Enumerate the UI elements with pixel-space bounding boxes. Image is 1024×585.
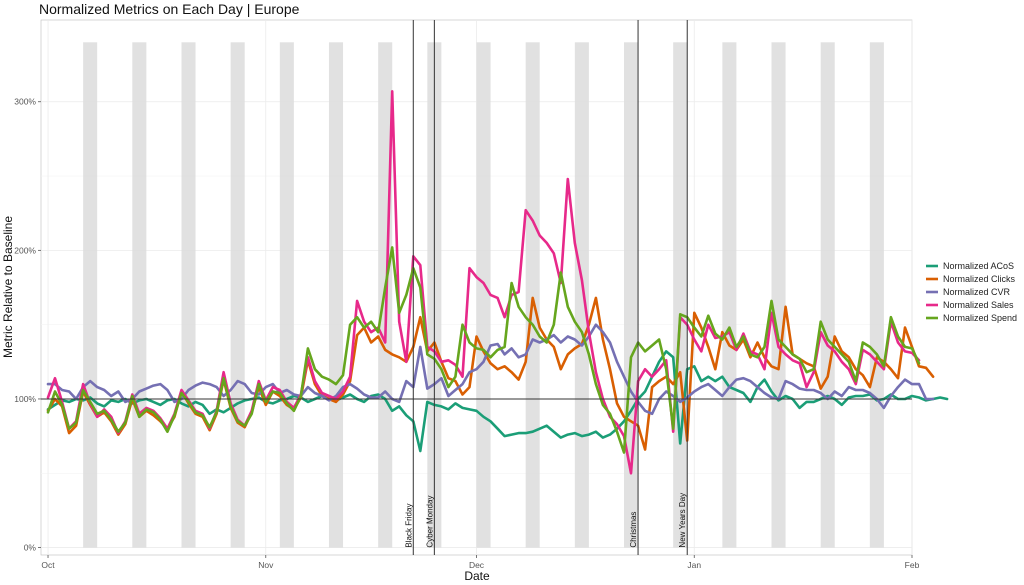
event-label: Black Friday: [404, 504, 413, 548]
event-label: New Years Day: [678, 493, 687, 548]
weekend-band: [673, 42, 688, 548]
series-line-normalized-clicks: [46, 296, 935, 451]
x-tick-label: Feb: [905, 560, 920, 570]
x-tick-label: Dec: [469, 560, 485, 570]
y-axis-label: Metric Relative to Baseline: [1, 216, 15, 358]
weekend-band: [476, 42, 491, 548]
event-label: Christmas: [629, 512, 638, 548]
weekend-band: [230, 42, 245, 548]
legend: Normalized ACoS Normalized Clicks Normaliz…: [926, 261, 1017, 323]
y-tick-label: 200%: [14, 245, 36, 255]
x-axis-ticks: Oct Nov Dec Jan Feb: [41, 555, 920, 570]
x-tick-label: Oct: [41, 560, 55, 570]
weekend-band: [722, 42, 737, 548]
series-lines: [46, 90, 949, 475]
x-axis-label: Date: [464, 569, 490, 583]
weekend-band: [820, 42, 835, 548]
weekend-band: [132, 42, 147, 548]
legend-label: Normalized Clicks: [943, 274, 1016, 284]
weekend-band: [279, 42, 294, 548]
series-line-normalized-cvr: [46, 323, 935, 416]
y-axis-ticks: 0% 100% 200% 300%: [14, 97, 41, 553]
weekend-band: [574, 42, 589, 548]
weekend-band: [869, 42, 884, 548]
x-tick-label: Jan: [687, 560, 701, 570]
event-label: Cyber Monday: [425, 496, 434, 548]
chart-title: Normalized Metrics on Each Day | Europe: [39, 1, 300, 17]
weekend-band: [83, 42, 98, 548]
weekend-band: [525, 42, 540, 548]
legend-label: Normalized CVR: [943, 287, 1011, 297]
legend-label: Normalized Spend: [943, 313, 1017, 323]
weekend-band: [181, 42, 196, 548]
legend-label: Normalized Sales: [943, 300, 1014, 310]
x-tick-label: Nov: [258, 560, 274, 570]
y-tick-label: 300%: [14, 97, 36, 107]
legend-label: Normalized ACoS: [943, 261, 1014, 271]
weekend-band: [771, 42, 786, 548]
weekend-band: [328, 42, 344, 548]
series-line-normalized-spend: [46, 246, 921, 454]
event-markers: Black Friday Cyber Monday Christmas New Yea…: [404, 20, 688, 555]
series-line-normalized-acos: [46, 350, 949, 453]
y-tick-label: 100%: [14, 394, 36, 404]
y-tick-label: 0%: [24, 543, 37, 553]
